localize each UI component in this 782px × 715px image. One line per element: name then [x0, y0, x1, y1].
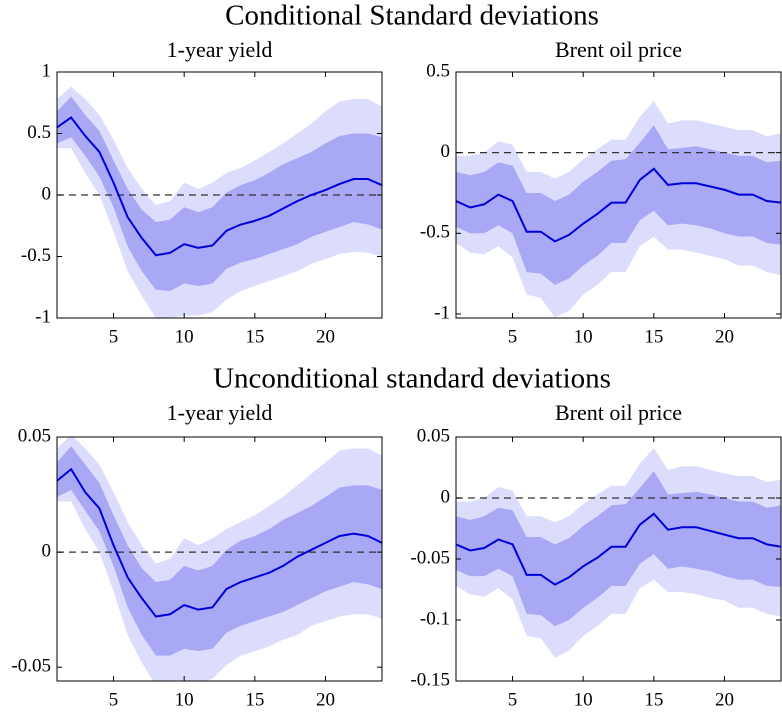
panel-title: 1-year yield	[167, 37, 273, 62]
x-tick-label: 15	[245, 326, 264, 347]
confidence-band	[57, 96, 382, 291]
plot-area	[456, 447, 781, 658]
y-tick-label: 1	[42, 60, 52, 81]
y-tick-label: -0.1	[420, 608, 450, 629]
x-tick-label: 5	[508, 326, 518, 347]
y-tick-label: -0.5	[420, 222, 450, 243]
y-tick-label: -1	[35, 306, 51, 327]
figure-title: Conditional Standard deviations	[225, 0, 599, 32]
panel-title: Brent oil price	[555, 400, 682, 425]
x-tick-label: 20	[316, 326, 335, 347]
panel-title: 1-year yield	[167, 400, 273, 425]
axes-box	[56, 436, 383, 682]
axes-box	[455, 436, 782, 682]
y-tick-label: 0	[441, 141, 451, 162]
confidence-band	[57, 446, 382, 656]
y-tick-label: -0.15	[410, 669, 450, 690]
plot-area	[57, 437, 382, 681]
y-tick-label: 0.05	[18, 425, 51, 446]
panel-title: Brent oil price	[555, 37, 682, 62]
x-tick-label: 5	[109, 689, 119, 710]
x-tick-label: 20	[715, 326, 734, 347]
y-tick-label: 0	[42, 540, 52, 561]
confidence-band	[456, 471, 781, 627]
x-tick-label: 15	[644, 326, 663, 347]
x-tick-label: 15	[644, 689, 663, 710]
axes-box	[56, 71, 383, 319]
x-tick-label: 5	[508, 689, 518, 710]
plot-area	[456, 101, 781, 318]
y-tick-label: 0.5	[426, 60, 450, 81]
y-tick-label: -0.05	[11, 656, 51, 677]
figure-title: Unconditional standard deviations	[213, 363, 611, 395]
y-tick-label: 0.05	[417, 425, 450, 446]
y-tick-label: 0	[42, 183, 52, 204]
y-tick-label: 0	[441, 486, 451, 507]
x-tick-label: 10	[574, 326, 593, 347]
median-line	[456, 512, 781, 586]
x-tick-label: 5	[109, 326, 119, 347]
y-tick-label: -0.5	[21, 245, 51, 266]
median-line	[57, 116, 382, 257]
axes-box	[455, 71, 782, 319]
x-tick-label: 20	[715, 689, 734, 710]
plot-area	[57, 86, 382, 318]
median-line	[456, 167, 781, 243]
x-tick-label: 10	[175, 689, 194, 710]
median-line	[57, 467, 382, 618]
x-tick-label: 20	[316, 689, 335, 710]
y-tick-label: -1	[434, 302, 450, 323]
y-tick-label: -0.05	[410, 547, 450, 568]
x-tick-label: 15	[245, 689, 264, 710]
y-tick-label: 0.5	[27, 122, 51, 143]
confidence-band	[456, 125, 781, 285]
x-tick-label: 10	[175, 326, 194, 347]
x-tick-label: 10	[574, 689, 593, 710]
